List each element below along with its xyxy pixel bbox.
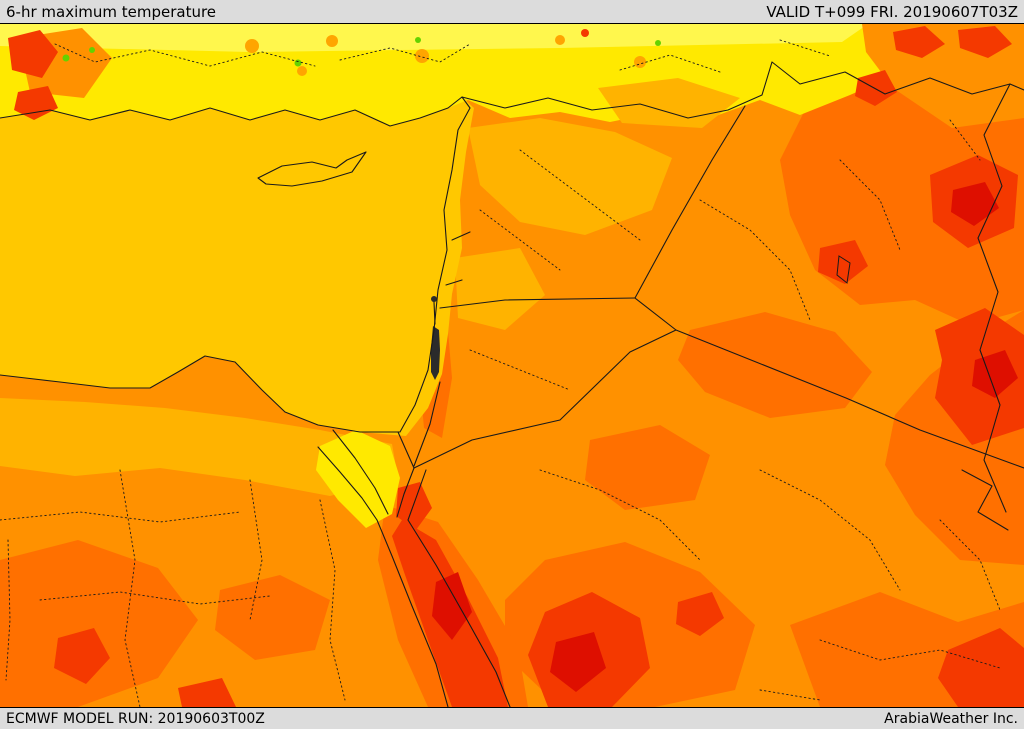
contour-region [0,398,398,496]
contour-speck [89,47,95,53]
contour-speck [958,26,1012,58]
lebanon-borders [445,231,471,286]
contour-speck [62,54,70,62]
contour-region [0,540,198,707]
admin-line [469,349,571,391]
contour-speck [581,29,589,37]
contour-speck [396,482,432,530]
contour-speck [415,49,429,63]
contour-region [215,575,330,660]
jordan-river [433,301,436,325]
jordan-saudi-border [413,297,677,469]
bright-yellow-strip [0,24,868,52]
admin-line [249,479,263,621]
status-bar: ECMWF MODEL RUN: 20190603T00Z ArabiaWeat… [0,707,1024,729]
admin-line [759,469,901,591]
admin-line [119,469,141,707]
contour-region [468,118,672,235]
contour-speck [294,59,302,67]
country-borders [0,61,1024,707]
contour-region [585,425,710,510]
turkey-orange-specks [245,35,646,76]
contour-region [178,678,236,707]
dead-sea [431,326,440,380]
admin-line [819,639,1001,669]
admin-line [699,199,811,321]
valid-time-label: VALID T+099 FRI. 20190607T03Z [766,2,1018,21]
contour-region [676,592,724,636]
turkey-south-border [461,61,1024,119]
admin-line [759,689,821,701]
contour-region [972,350,1018,398]
admin-line [619,39,831,73]
admin-line [319,499,346,701]
contour-speck [14,86,58,120]
admin-line [539,469,701,561]
lake-tharthar [836,255,851,284]
cyprus-coastline [257,151,367,187]
temp-deep-red-layer [432,182,1018,692]
israel-egypt-border [397,431,415,469]
contour-speck [655,40,661,46]
admin-line [39,591,271,605]
model-run-label: ECMWF MODEL RUN: 20190603T00Z [6,710,265,727]
iraq-saudi-border [675,329,1024,469]
contour-region [54,628,110,684]
contour-region [678,312,872,418]
admin-line [339,43,471,63]
contour-region [432,572,472,640]
green-specks [62,37,661,67]
syria-iraq-border [634,105,746,299]
sea-gold-layer [0,97,474,436]
sea-of-galilee [431,296,437,302]
credit-label: ArabiaWeather Inc. [884,710,1018,727]
contour-speck [634,56,646,68]
iraq-iran-border [977,83,1011,513]
contour-region [550,632,606,692]
red-sea-coastline [317,429,511,707]
contour-speck [8,30,58,78]
admin-line [839,119,981,251]
contour-speck [326,35,338,47]
contour-speck [415,37,421,43]
contour-speck [245,39,259,53]
admin-line [0,511,241,523]
wadi-araba-border [413,381,441,467]
map-title: 6-hr maximum temperature [6,2,217,21]
map-canvas [0,24,1024,707]
turkey-red-specks [8,26,1012,530]
contour-region [951,182,999,226]
admin-line [54,43,316,67]
se-turkey-amber-patch [598,78,740,128]
kuwait-border [961,469,1009,531]
admin-boundaries-dotted [0,39,1001,707]
admin-line [939,519,1001,611]
jordan-north-border [439,297,636,309]
admin-line [479,209,561,271]
coastline [0,96,471,433]
temperature-map-svg [0,24,1024,707]
contour-speck [555,35,565,45]
contour-speck [297,66,307,76]
contour-region [455,248,545,330]
lakes [431,255,851,380]
temp-amber-layer [0,118,672,496]
title-bar: 6-hr maximum temperature VALID T+099 FRI… [0,0,1024,24]
contour-speck [855,70,897,106]
suez-yellow-blob [316,430,400,528]
contour-region [938,628,1024,707]
contour-speck [893,26,945,58]
contour-region [818,240,868,284]
admin-line [5,539,11,681]
